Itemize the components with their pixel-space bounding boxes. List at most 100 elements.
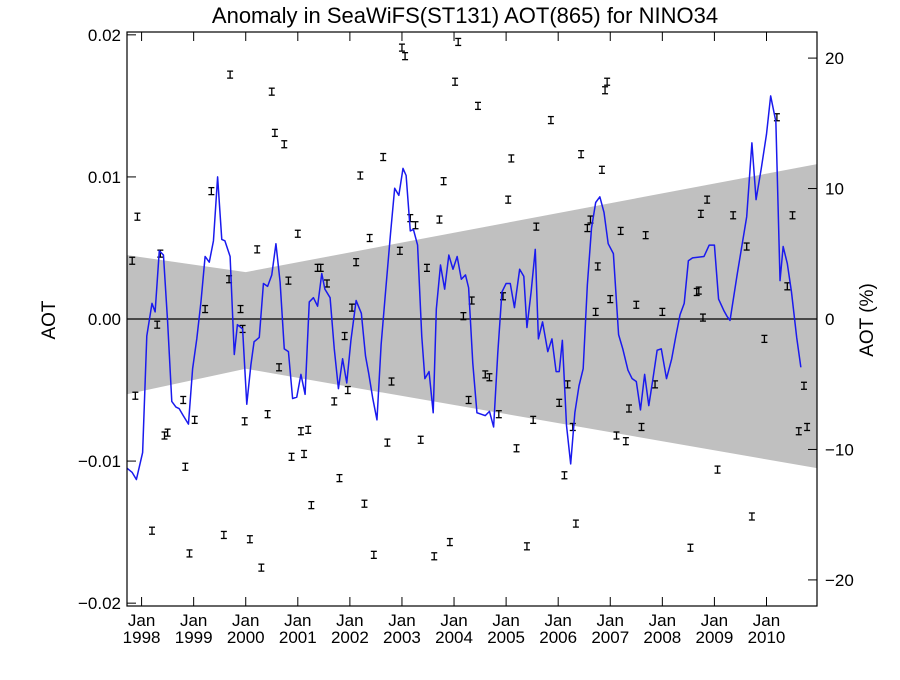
data-point [547,115,554,125]
data-point [412,221,419,230]
x-tick-label-year: 2004 [435,628,473,647]
x-tick-label-year: 2001 [279,628,317,647]
trend-band [127,164,817,469]
data-point [227,70,234,79]
y-tick-label-right: 0 [825,310,834,329]
data-point [697,209,704,219]
chart-title: Anomaly in SeaWiFS(ST131) AOT(865) for N… [212,3,718,28]
data-point [388,377,395,386]
data-point [301,449,308,459]
data-point [594,262,601,271]
data-point [638,422,645,432]
data-point [398,43,405,52]
y-tick-label-left: −0.01 [78,452,121,471]
data-point [474,101,481,111]
x-tick-label-year: 2008 [643,628,681,647]
x-tick-label-month: Jan [649,611,676,630]
data-point [704,195,711,204]
data-point [258,563,265,572]
x-tick-label-month: Jan [336,611,363,630]
data-point [486,373,493,382]
data-point [617,226,624,236]
y-tick-label-left: 0.02 [88,26,121,45]
data-point [687,543,694,552]
data-point [396,246,403,255]
data-point [598,165,605,174]
y-axis-label-left: AOT [39,300,60,339]
data-point [530,415,537,425]
data-point [761,334,768,344]
data-point [743,242,750,251]
y-tick-label-right: −10 [825,440,854,459]
data-point [423,263,430,273]
data-point [626,404,633,413]
data-point [572,519,579,528]
data-point [460,312,467,321]
data-point [237,304,244,314]
data-point [622,437,629,446]
data-point [417,435,424,444]
data-point [353,258,360,267]
x-tick-label-month: Jan [544,611,571,630]
data-point [714,465,721,474]
data-point [285,276,292,285]
data-point [556,398,563,407]
data-point [191,415,198,425]
x-tick-label-year: 2006 [539,628,577,647]
data-point [633,300,640,309]
data-point [154,320,161,329]
x-tick-label-year: 1998 [123,628,161,647]
y-tick-label-left: 0.01 [88,168,121,187]
data-point [129,256,136,265]
data-point [505,195,512,204]
data-point [465,395,472,405]
data-point [613,431,620,440]
x-tick-label-month: Jan [753,611,780,630]
data-point [380,152,387,162]
x-tick-label-year: 1999 [175,628,213,647]
data-point [508,154,515,163]
data-point [533,222,540,231]
data-point [134,212,141,221]
data-point [220,530,227,540]
x-tick-label-month: Jan [232,611,259,630]
data-point [132,391,139,400]
data-point [317,263,324,273]
data-point [264,410,271,419]
data-point [795,427,802,436]
data-point [748,512,755,521]
data-point [642,231,649,240]
data-point [348,303,355,312]
data-point [523,542,530,551]
data-point [281,140,288,149]
data-point [452,77,459,86]
x-tick-label-year: 2005 [487,628,525,647]
data-point [294,229,301,238]
data-point [288,452,295,461]
data-point [148,526,155,535]
data-point [341,331,348,341]
x-tick-label-month: Jan [128,611,155,630]
y-axis-label-right: AOT (%) [857,283,878,357]
data-point [604,77,611,86]
data-point [495,410,502,419]
data-point [268,87,275,96]
data-point [202,304,209,314]
x-tick-label-month: Jan [180,611,207,630]
data-point [384,438,391,447]
data-point [804,422,811,432]
x-tick-label-year: 2010 [748,628,786,647]
data-point [241,417,248,426]
data-point [455,37,462,47]
data-point [440,177,447,186]
data-point [366,233,373,243]
x-tick-label-month: Jan [492,611,519,630]
y-tick-label-right: 20 [825,49,844,68]
data-point [784,282,791,291]
data-point [370,550,377,560]
data-point [161,431,168,440]
data-point [361,499,368,508]
x-tick-label-month: Jan [597,611,624,630]
x-tick-label-year: 2003 [383,628,421,647]
